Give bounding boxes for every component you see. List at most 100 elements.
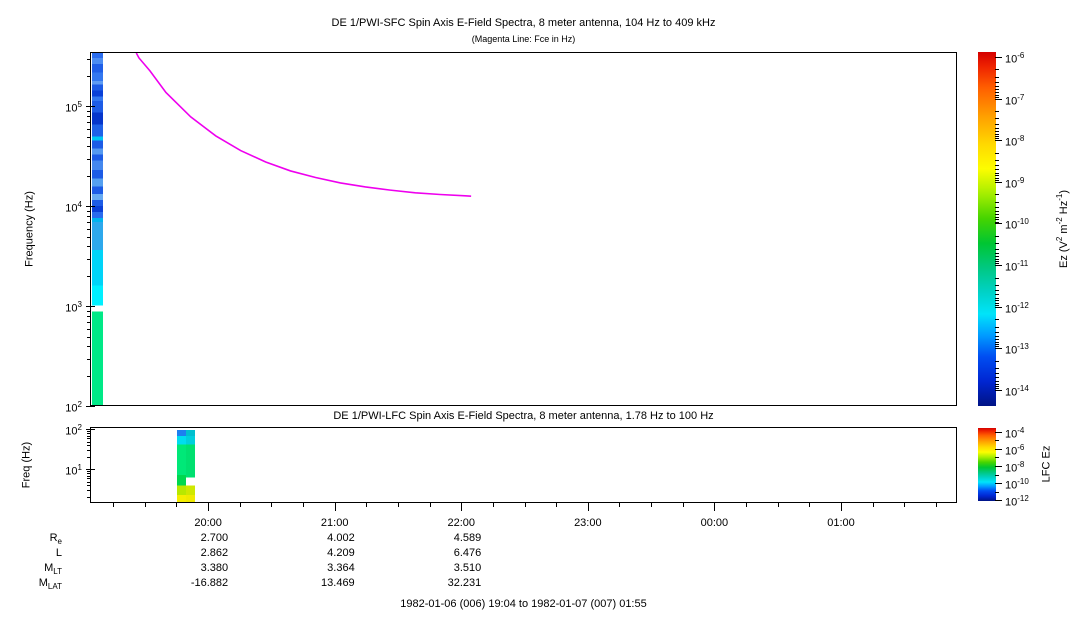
sfc-cb-minor-tick (995, 341, 999, 343)
fce-line (135, 53, 472, 197)
sfc-y-minor-tick (87, 316, 91, 318)
sfc-y-minor-tick (87, 221, 91, 223)
sfc-cb-minor-tick (995, 368, 999, 370)
time-minor-tick (524, 503, 526, 507)
sfc-colorbar-label: Ez (V2 m-2 Hz-1) (1055, 189, 1070, 269)
time-minor-tick (682, 503, 684, 507)
sfc-cb-major-tick (995, 389, 1002, 391)
lfc-cb-major-tick (995, 449, 1002, 451)
sfc-y-tick-label: 103 (65, 300, 82, 315)
lfc-y-major-tick (86, 428, 95, 430)
sfc-y-minor-tick (87, 76, 91, 78)
lfc-colorbar (978, 428, 996, 501)
sfc-cb-minor-tick (995, 346, 999, 348)
sfc-cb-minor-tick (995, 261, 999, 263)
time-minor-tick (746, 503, 748, 507)
time-tick-label: 20:00 (194, 517, 222, 529)
sfc-y-tick-label: 102 (65, 400, 82, 415)
sfc-y-tick-label: 104 (65, 200, 82, 215)
ephemeris-value: 4.209 (327, 547, 355, 559)
sfc-y-minor-tick (87, 346, 91, 348)
sfc-y-minor-tick (87, 128, 91, 130)
lfc-cb-minor-tick (995, 457, 999, 459)
sfc-y-minor-tick (87, 358, 91, 360)
time-minor-tick (872, 503, 874, 507)
lfc-y-tick-label: 101 (65, 463, 82, 478)
time-major-tick (587, 503, 589, 511)
lfc-y-minor-tick (87, 481, 91, 483)
sfc-cb-minor-tick (995, 302, 999, 304)
sfc-cb-major-tick (995, 56, 1002, 58)
sfc-y-major-tick (86, 306, 95, 307)
sfc-cb-minor-tick (995, 130, 999, 132)
lfc-cb-tick-label: 10-12 (1005, 493, 1029, 509)
sfc-y-minor-tick (87, 58, 91, 60)
sfc-cb-minor-tick (995, 160, 999, 162)
sfc-cb-minor-tick (995, 96, 999, 98)
sfc-cb-tick-label: 10-9 (1005, 175, 1025, 191)
lfc-cb-tick-label: 10-6 (1005, 443, 1025, 458)
sfc-cb-minor-tick (995, 360, 999, 362)
sfc-cb-minor-tick (995, 123, 999, 125)
sfc-cb-minor-tick (995, 248, 999, 250)
sfc-cb-minor-tick (995, 252, 999, 254)
sfc-cb-major-tick (995, 265, 1002, 267)
sfc-cb-minor-tick (995, 263, 999, 265)
sfc-cb-minor-tick (995, 236, 999, 237)
lfc-y-minor-tick (87, 431, 91, 433)
sfc-cb-major-tick (995, 181, 1002, 183)
lfc-y-minor-tick (87, 473, 91, 475)
sfc-cb-tick-label: 10-14 (1005, 383, 1029, 399)
sfc-cb-minor-tick (995, 89, 999, 91)
time-minor-tick (239, 503, 241, 507)
sfc-y-minor-tick (87, 321, 91, 323)
sfc-cb-minor-tick (995, 194, 999, 196)
time-minor-tick (144, 503, 146, 507)
sfc-cb-minor-tick (995, 277, 999, 279)
sfc-cb-minor-tick (995, 138, 999, 140)
sfc-y-minor-tick (87, 236, 91, 238)
sfc-cb-minor-tick (995, 290, 999, 292)
sfc-burst-stripe (92, 53, 104, 405)
time-minor-tick (904, 503, 906, 507)
sfc-y-minor-tick (87, 216, 91, 218)
sfc-cb-minor-tick (995, 383, 999, 385)
sfc-cb-minor-tick (995, 243, 999, 245)
sfc-y-minor-tick (87, 276, 91, 278)
time-major-tick (208, 503, 210, 511)
sfc-cb-tick-label: 10-11 (1005, 259, 1029, 274)
lfc-cb-minor-tick (995, 491, 999, 493)
sfc-cb-minor-tick (995, 94, 999, 96)
lfc-y-axis-label: Freq (Hz) (20, 441, 33, 489)
lfc-cb-tick-label: 10-8 (1005, 460, 1025, 475)
sfc-cb-minor-tick (995, 255, 999, 257)
sfc-y-major-tick (86, 406, 95, 407)
sfc-cb-minor-tick (995, 92, 999, 94)
sfc-cb-minor-tick (995, 377, 999, 379)
sfc-y-major-tick (86, 106, 95, 107)
ephemeris-value: 6.476 (453, 547, 482, 559)
sfc-cb-minor-tick (995, 86, 999, 88)
lfc-y-minor-tick (87, 457, 91, 459)
time-minor-tick (809, 503, 811, 507)
time-tick-label: 21:00 (320, 517, 349, 529)
sfc-cb-tick-label: 10-13 (1005, 342, 1029, 358)
ephemeris-value: 13.469 (321, 577, 355, 589)
lfc-cb-major-tick (995, 499, 1002, 501)
sfc-y-minor-tick (87, 158, 91, 160)
sfc-subtitle: (Magenta Line: Fce in Hz) (471, 34, 576, 44)
lfc-burst-stripe-1 (177, 428, 187, 502)
sfc-cb-minor-tick (995, 335, 999, 337)
sfc-cb-minor-tick (995, 344, 999, 346)
ephemeris-value: 3.380 (200, 562, 229, 574)
sfc-cb-minor-tick (995, 152, 999, 154)
sfc-y-minor-tick (87, 336, 91, 338)
time-minor-tick (651, 503, 653, 507)
sfc-cb-minor-tick (995, 82, 999, 84)
lfc-y-minor-tick (87, 435, 91, 437)
lfc-cb-tick-label: 10-10 (1005, 476, 1029, 492)
sfc-y-minor-tick (87, 228, 91, 230)
sfc-cb-minor-tick (995, 221, 999, 223)
lfc-y-minor-tick (87, 478, 91, 480)
sfc-y-minor-tick (87, 176, 91, 178)
